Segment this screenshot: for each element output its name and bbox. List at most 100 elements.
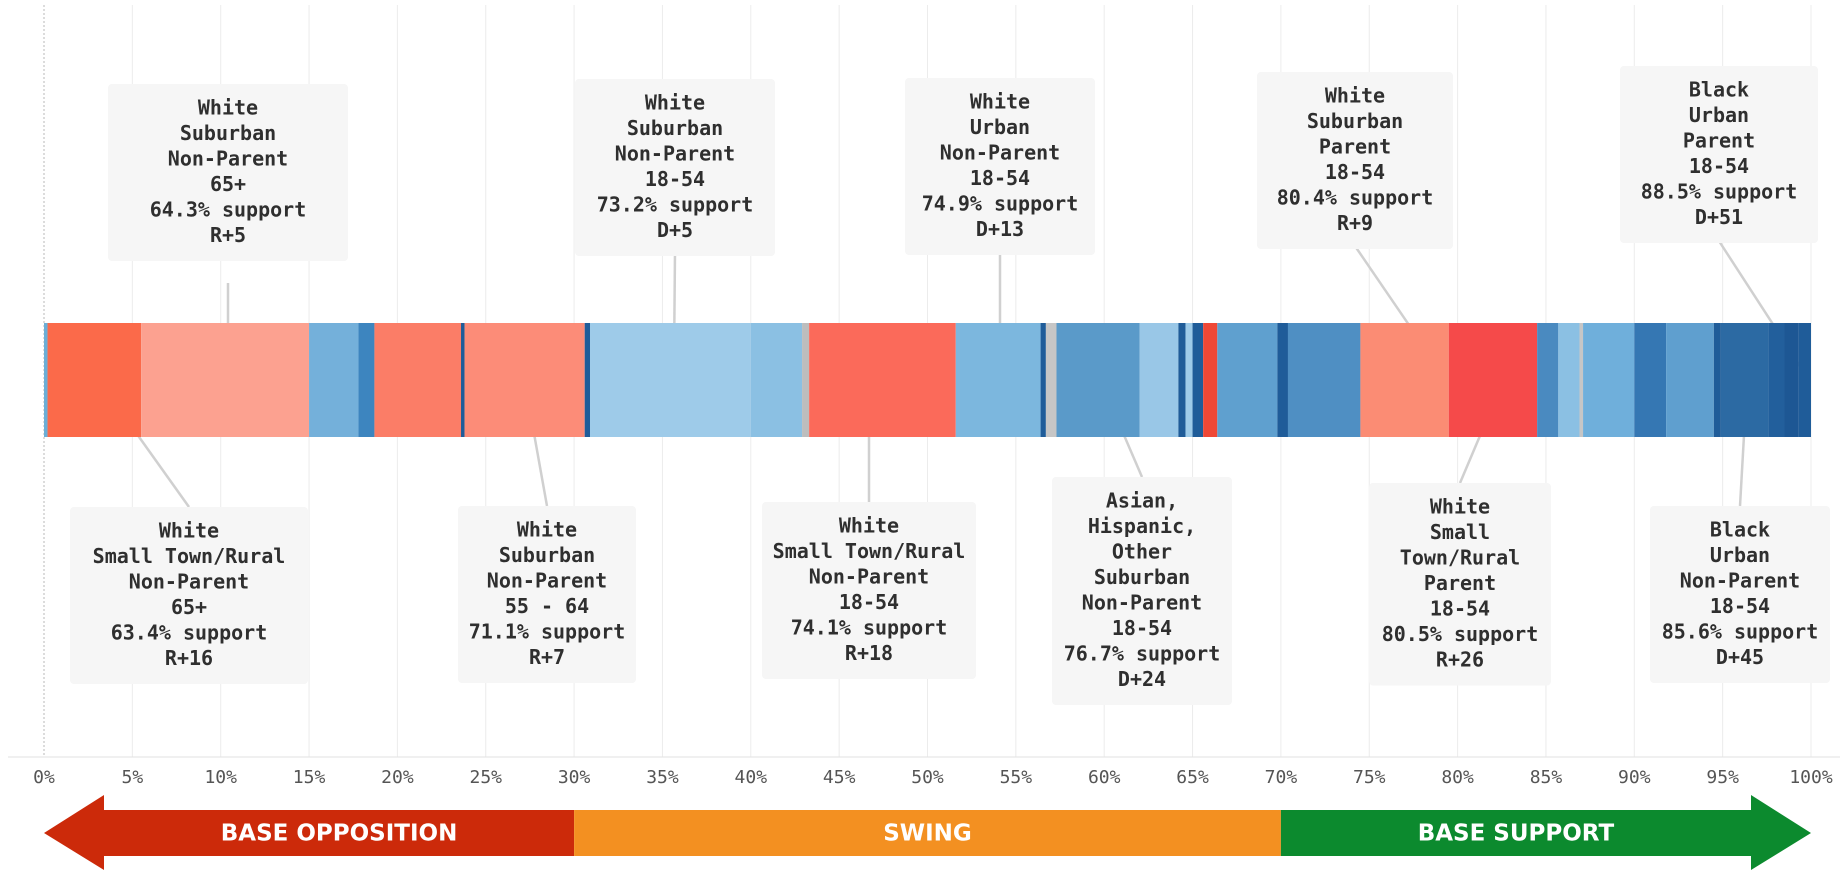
x-tick-label: 60% bbox=[1088, 767, 1121, 788]
annotation-box bbox=[1620, 66, 1818, 243]
annotation-box bbox=[762, 502, 976, 679]
annotation-text: 65+ bbox=[210, 172, 246, 196]
band-arrow bbox=[1280, 795, 1811, 870]
bar-segment bbox=[1185, 323, 1193, 437]
bar-segment bbox=[1720, 323, 1769, 437]
annotation-text: Non-Parent bbox=[168, 146, 288, 170]
annotation-text: Town/Rural bbox=[1400, 545, 1520, 569]
annotation-text: White bbox=[970, 89, 1030, 113]
band-label: BASE SUPPORT bbox=[1418, 821, 1615, 847]
annotation-text: D+51 bbox=[1695, 205, 1743, 229]
x-tick-label: 0% bbox=[33, 767, 55, 788]
bar-segment bbox=[1139, 323, 1179, 437]
annotation-text: 18-54 bbox=[1325, 160, 1385, 184]
annotation-text: Black bbox=[1689, 77, 1749, 101]
annotation-text: Urban bbox=[970, 115, 1030, 139]
bar-segment bbox=[1203, 323, 1218, 437]
annotation-text: 71.1% support bbox=[469, 619, 626, 643]
bar-segment bbox=[802, 323, 810, 437]
x-tick-label: 30% bbox=[558, 767, 591, 788]
bar-segment bbox=[1768, 323, 1785, 437]
annotation-text: R+7 bbox=[529, 645, 565, 669]
annotation-text: Other bbox=[1112, 539, 1172, 563]
x-tick-label: 95% bbox=[1706, 767, 1739, 788]
x-tick-label: 10% bbox=[204, 767, 237, 788]
stacked-bar bbox=[44, 323, 1811, 437]
annotation-box bbox=[70, 507, 308, 684]
bar-segment bbox=[44, 323, 48, 437]
annotation-text: 18-54 bbox=[1710, 594, 1770, 618]
bar-segment bbox=[590, 323, 751, 437]
x-tick-label: 5% bbox=[122, 767, 144, 788]
annotation-text: 73.2% support bbox=[597, 192, 754, 216]
annotation-text: 64.3% support bbox=[150, 197, 307, 221]
bar-segment bbox=[1666, 323, 1714, 437]
annotation-text: 18-54 bbox=[1430, 596, 1490, 620]
annotation-text: 65+ bbox=[171, 595, 207, 619]
bar-segment bbox=[1537, 323, 1559, 437]
annotation-text: White bbox=[198, 95, 258, 119]
bar-segment bbox=[141, 323, 310, 437]
annotation-text: D+45 bbox=[1716, 645, 1764, 669]
x-axis: 0% 5% 10% 15% 20% 25% 30% 35% 40% 45% 50% 55% 60% 65%… bbox=[8, 756, 1840, 788]
annotation-text: Small bbox=[1430, 520, 1490, 544]
bar-segment bbox=[750, 323, 803, 437]
x-tick-label: 90% bbox=[1618, 767, 1651, 788]
annotation-text: Parent bbox=[1319, 134, 1391, 158]
segment-bands: BASE OPPOSITION SWING BASE SUPPORT bbox=[44, 795, 1811, 870]
annotation-text: Small Town/Rural bbox=[93, 544, 286, 568]
annotation-text: Non-Parent bbox=[615, 141, 735, 165]
annotation-text: Hispanic, bbox=[1088, 514, 1196, 538]
annotation-text: White bbox=[839, 513, 899, 537]
annotation-text: 18-54 bbox=[970, 166, 1030, 190]
x-tick-label: 15% bbox=[293, 767, 326, 788]
band-arrow bbox=[574, 810, 1281, 856]
annotation-text: 18-54 bbox=[839, 590, 899, 614]
annotation-text: Non-Parent bbox=[1680, 568, 1800, 592]
annotation-text: White bbox=[159, 518, 219, 542]
annotation-text: Urban bbox=[1689, 103, 1749, 127]
annotation-text: White bbox=[1430, 494, 1490, 518]
annotation-text: 88.5% support bbox=[1641, 179, 1798, 203]
annotation-box bbox=[905, 78, 1095, 255]
annotation-text: Non-Parent bbox=[487, 568, 607, 592]
x-tick-label: 25% bbox=[469, 767, 502, 788]
band-label: SWING bbox=[883, 821, 972, 847]
bar-segment bbox=[1217, 323, 1278, 437]
annotation-text: 85.6% support bbox=[1662, 619, 1819, 643]
annotation-text: Parent bbox=[1424, 571, 1496, 595]
bar-segment bbox=[1558, 323, 1580, 437]
annotation-box bbox=[1650, 506, 1830, 683]
annotation-text: Small Town/Rural bbox=[773, 539, 966, 563]
bar-segment bbox=[1192, 323, 1204, 437]
bar-segment bbox=[461, 323, 465, 437]
annotation-text: Suburban bbox=[180, 121, 276, 145]
annotation-text: Suburban bbox=[627, 116, 723, 140]
x-tick-label: 40% bbox=[735, 767, 768, 788]
annotation-text: Urban bbox=[1710, 543, 1770, 567]
annotation-text: 80.4% support bbox=[1277, 185, 1434, 209]
bar-segment bbox=[1579, 323, 1584, 437]
annotation-text: Asian, bbox=[1106, 488, 1178, 512]
annotation-box bbox=[575, 79, 775, 256]
annotation-text: R+9 bbox=[1337, 211, 1373, 235]
bar-segment bbox=[1277, 323, 1288, 437]
annotation-box bbox=[1052, 477, 1232, 705]
annotation-text: 76.7% support bbox=[1064, 641, 1221, 665]
annotation-text: 18-54 bbox=[645, 167, 705, 191]
annotation-text: D+13 bbox=[976, 217, 1024, 241]
bar-segment bbox=[1634, 323, 1667, 437]
annotation-text: Non-Parent bbox=[129, 569, 249, 593]
x-tick-label: 50% bbox=[911, 767, 944, 788]
annotation-text: 80.5% support bbox=[1382, 622, 1539, 646]
annotation-box bbox=[458, 506, 636, 683]
annotation-text: 18-54 bbox=[1689, 154, 1749, 178]
annotation-text: Black bbox=[1710, 517, 1770, 541]
bar-segment bbox=[809, 323, 956, 437]
annotation-text: 74.9% support bbox=[922, 191, 1079, 215]
annotation-text: R+18 bbox=[845, 641, 893, 665]
annotation-text: R+5 bbox=[210, 223, 246, 247]
band-arrow bbox=[44, 795, 575, 870]
bar-segment bbox=[309, 323, 359, 437]
